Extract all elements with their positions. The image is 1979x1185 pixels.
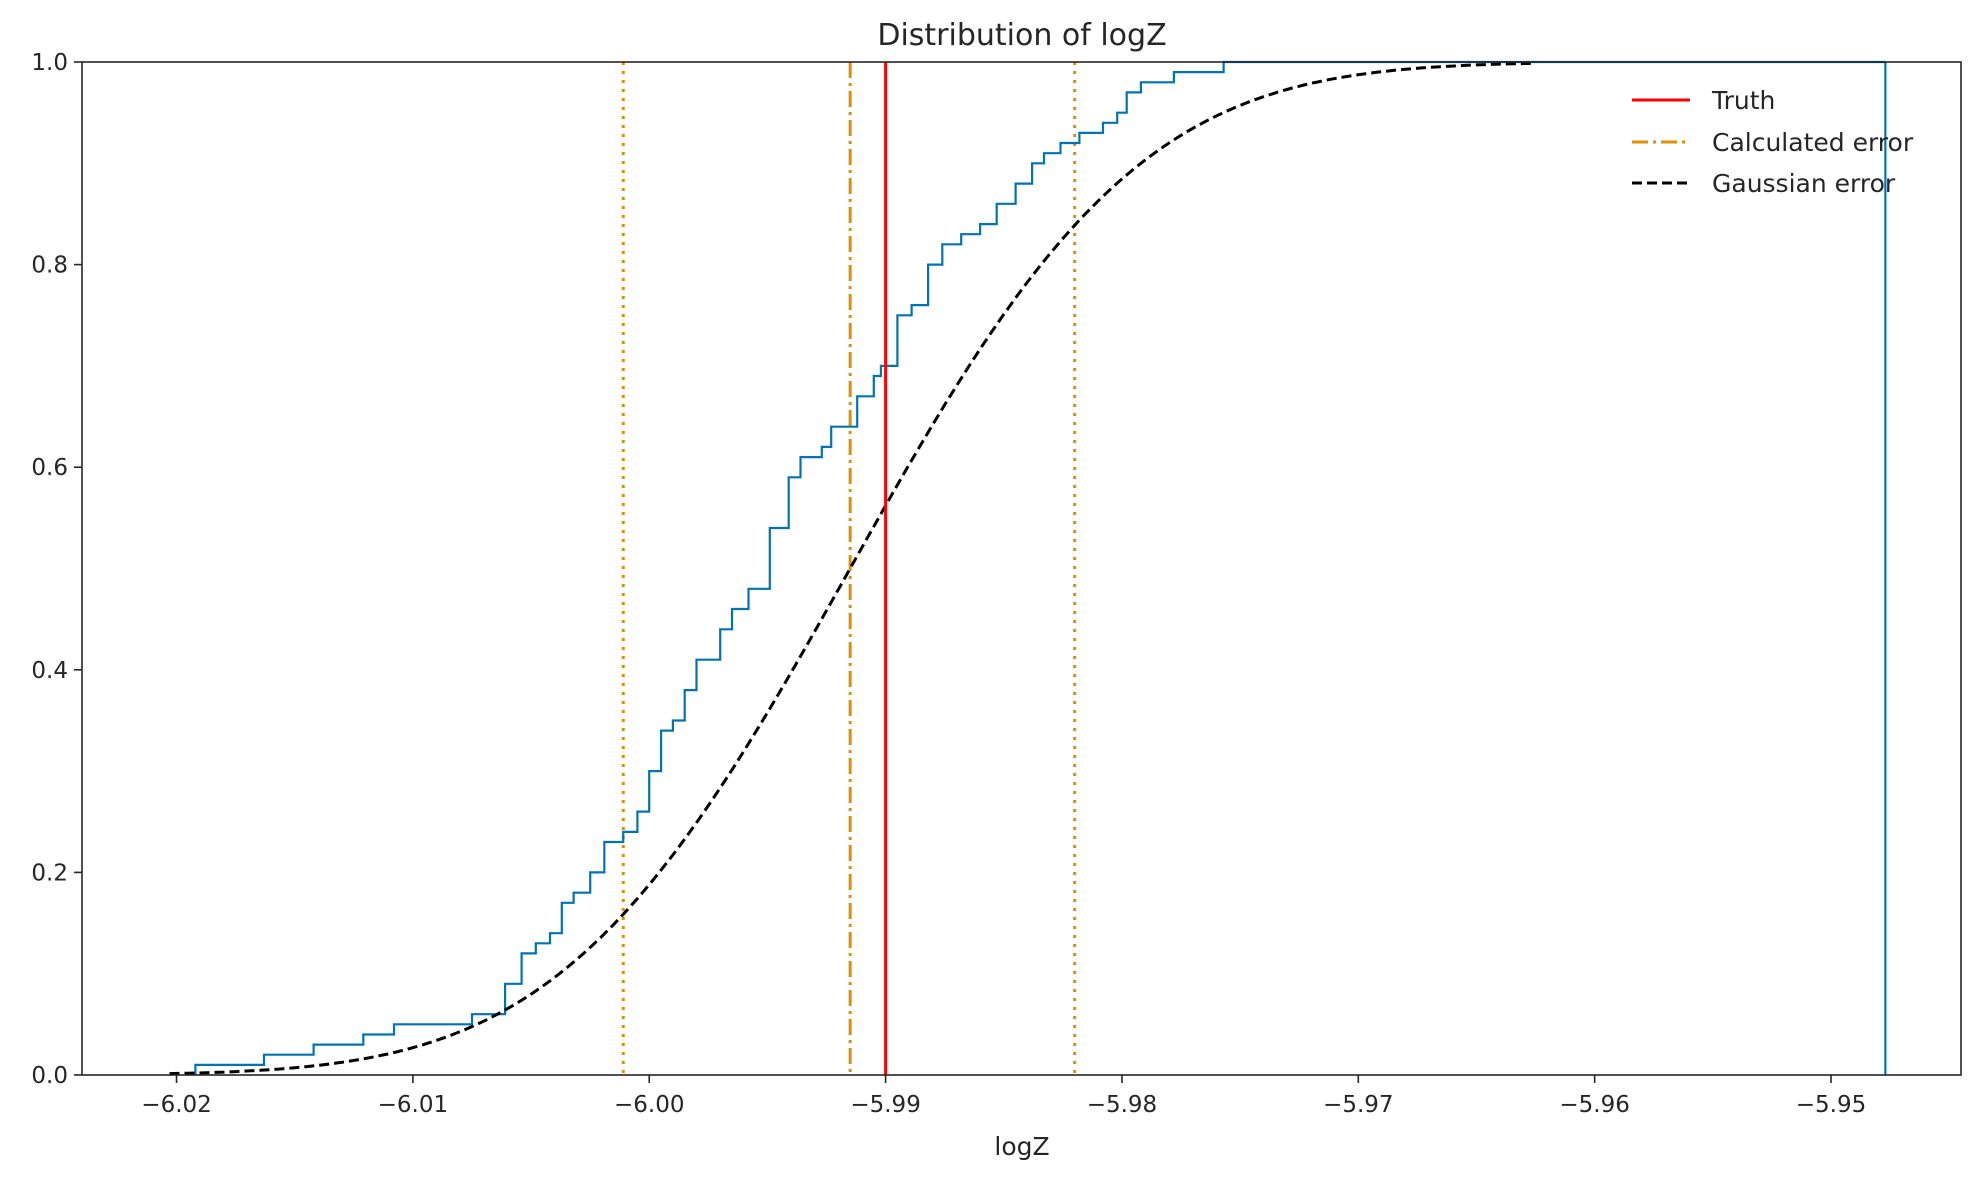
axes-frame — [81, 61, 1962, 1076]
x-tick-label: −5.96 — [1559, 1092, 1629, 1118]
x-tick-label: −6.00 — [614, 1092, 684, 1118]
x-tick-label: −5.98 — [1087, 1092, 1157, 1118]
gaussian-error-curve — [169, 61, 1531, 1076]
legend-label-calculated-error: Calculated error — [1712, 128, 1914, 157]
plot-area — [169, 60, 1887, 1076]
y-tick-label: 1.0 — [31, 50, 68, 76]
y-tick-label: 0.0 — [31, 1063, 68, 1089]
x-tick-label: −6.01 — [378, 1092, 448, 1118]
chart-title: Distribution of logZ — [877, 18, 1166, 53]
y-tick-label: 0.6 — [31, 455, 68, 481]
y-tick-label: 0.2 — [31, 860, 68, 886]
axes: −6.02 −6.01 −6.00 −5.99 −5.98 −5.97 −5.96 −5.95… — [31, 50, 1962, 1118]
y-tick-label: 0.4 — [31, 658, 68, 684]
x-axis-title: logZ — [994, 1132, 1049, 1161]
legend-label-truth: Truth — [1711, 86, 1775, 115]
x-tick-label: −6.02 — [141, 1092, 211, 1118]
x-tick-label: −5.95 — [1796, 1092, 1866, 1118]
x-tick-label: −5.97 — [1323, 1092, 1393, 1118]
legend: Truth Calculated error Gaussian error — [1632, 86, 1914, 198]
legend-label-gaussian-error: Gaussian error — [1712, 169, 1896, 198]
x-tick-label: −5.99 — [850, 1092, 920, 1118]
y-tick-label: 0.8 — [31, 253, 68, 279]
ecdf-step-line — [194, 60, 1886, 1075]
